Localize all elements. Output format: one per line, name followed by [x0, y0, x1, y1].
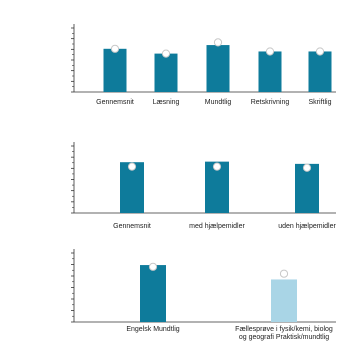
- bar-4: [308, 51, 332, 92]
- reference-marker-1: [161, 49, 171, 58]
- category-label-0: Gennemsnit: [113, 223, 151, 230]
- category-label-0: Gennemsnit: [96, 99, 134, 106]
- bar-3: [258, 51, 282, 92]
- chart-panel-1: Gennemsnit med hjælpemidler uden hjælpemid…: [71, 142, 336, 230]
- reference-marker-0: [148, 262, 158, 271]
- category-label-2: uden hjælpemidler: [278, 223, 336, 230]
- chart-panel-2: Engelsk Mundtlig Fællesprøve i fysik/kemi…: [71, 249, 336, 341]
- reference-marker-2: [213, 38, 223, 47]
- bar-0: [103, 48, 127, 92]
- chart-panel-0: Gennemsnit Læsning Mundtlig Retskrivning Skr…: [71, 24, 336, 106]
- category-label-1: med hjælpemidler: [189, 223, 245, 230]
- category-label-line: Fællesprøve i fysik/kemi, biolog: [235, 326, 333, 333]
- bar-1: [154, 53, 178, 92]
- bar-2: [295, 163, 319, 213]
- reference-marker-1: [279, 269, 289, 278]
- category-label-0: Engelsk Mundtlig: [126, 326, 179, 333]
- bar-1: [271, 279, 297, 322]
- category-label-3: Retskrivning: [251, 99, 290, 106]
- bar-0: [140, 265, 166, 322]
- reference-marker-0: [127, 162, 137, 171]
- reference-marker-1: [212, 162, 222, 171]
- category-label-4: Skriftlig: [309, 99, 332, 106]
- category-label-2: Mundtlig: [205, 99, 232, 106]
- reference-marker-2: [302, 163, 312, 172]
- category-label-1: Læsning: [153, 99, 180, 106]
- category-label-line: og geografi Praktisk/mundtlig: [239, 334, 329, 341]
- bar-2: [206, 45, 230, 92]
- reference-marker-0: [110, 44, 120, 53]
- reference-marker-3: [265, 47, 275, 56]
- category-label-1: Fællesprøve i fysik/kemi, biolog og geogr…: [235, 326, 333, 341]
- reference-marker-4: [315, 47, 325, 56]
